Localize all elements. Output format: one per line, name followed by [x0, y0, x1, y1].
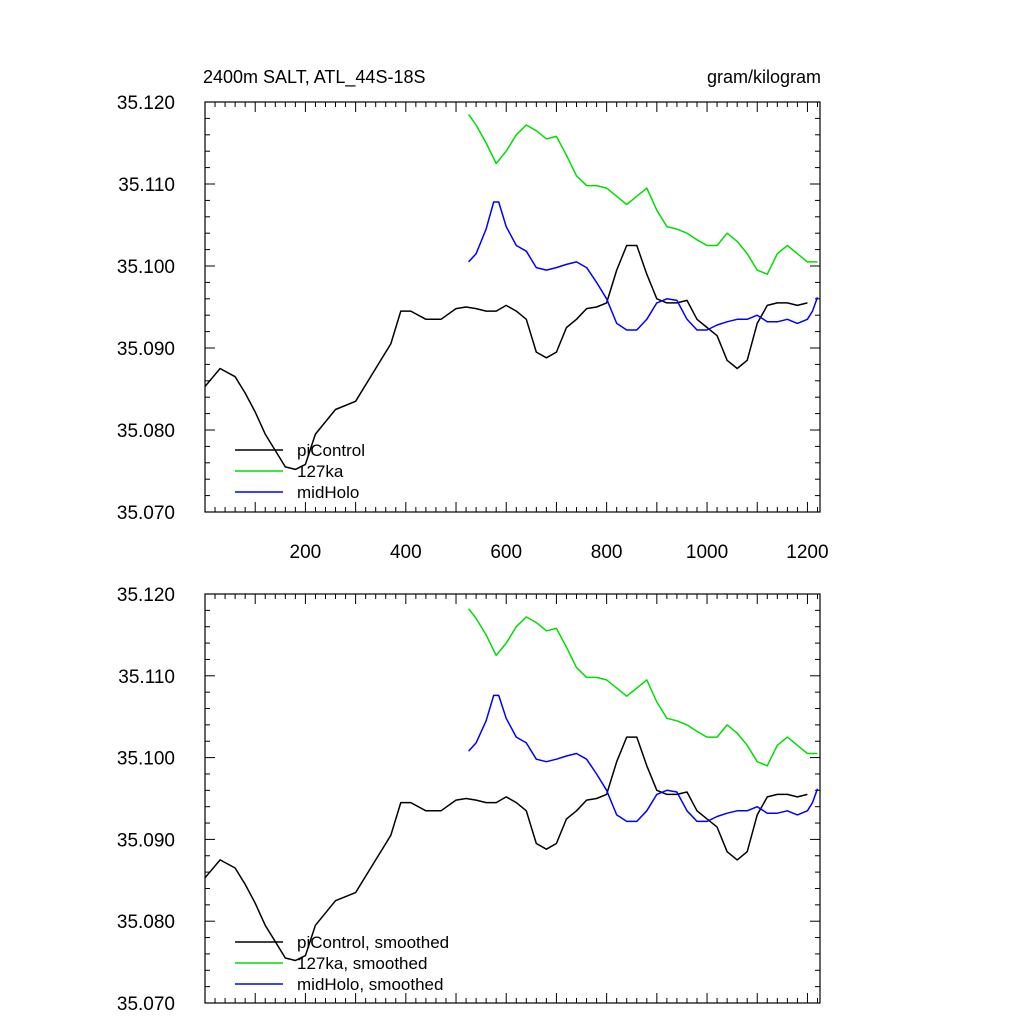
x-tick-label: 1200: [786, 542, 828, 563]
series-line-127ka-smoothed: [468, 608, 818, 767]
legend-label: piControl: [297, 441, 365, 460]
legend-label: piControl, smoothed: [297, 933, 449, 952]
legend-label: midHolo, smoothed: [297, 975, 443, 994]
x-tick-label: 1000: [686, 542, 728, 563]
x-tick-label: 400: [390, 542, 422, 563]
y-tick-label: 35.120: [117, 585, 175, 606]
bottom-panel: 35.070 35.080 35.090 35.100 35.110 35.120 piCo…: [117, 585, 821, 1015]
top-title-left: 2400m SALT, ATL_44S-18S: [203, 67, 425, 88]
plot-frame: [204, 101, 821, 513]
y-tick-label: 35.110: [118, 667, 175, 688]
series-line-midholo: [468, 201, 819, 331]
top-panel: 200 400 600 800 1000 1200 35.070 35.080 35.090 35…: [117, 93, 829, 563]
x-tick-label: 800: [591, 542, 623, 563]
series-line-127ka: [467, 113, 818, 275]
x-tick-label: 200: [290, 542, 322, 563]
y-tick-label: 35.070: [117, 503, 175, 524]
legend-label: 127ka: [297, 462, 344, 481]
y-tick-label: 35.080: [117, 421, 175, 442]
series-line-picontrol-smoothed: [204, 736, 808, 962]
y-tick-label: 35.120: [117, 93, 175, 114]
legend-label: 127ka, smoothed: [297, 954, 427, 973]
y-tick-label: 35.070: [117, 994, 175, 1015]
top-title-right: gram/kilogram: [707, 67, 821, 87]
x-tick-label: 600: [490, 542, 522, 563]
y-tick-label: 35.100: [117, 257, 175, 278]
series-line-picontrol: [204, 244, 808, 471]
y-tick-label: 35.080: [117, 912, 175, 933]
legend-label: midHolo: [297, 483, 359, 502]
plot-frame: [204, 593, 821, 1004]
y-tick-label: 35.090: [117, 830, 175, 851]
y-tick-label: 35.090: [117, 339, 175, 360]
series-line-midholo-smoothed: [468, 694, 819, 823]
y-tick-label: 35.110: [118, 175, 175, 196]
y-tick-label: 35.100: [117, 749, 175, 770]
